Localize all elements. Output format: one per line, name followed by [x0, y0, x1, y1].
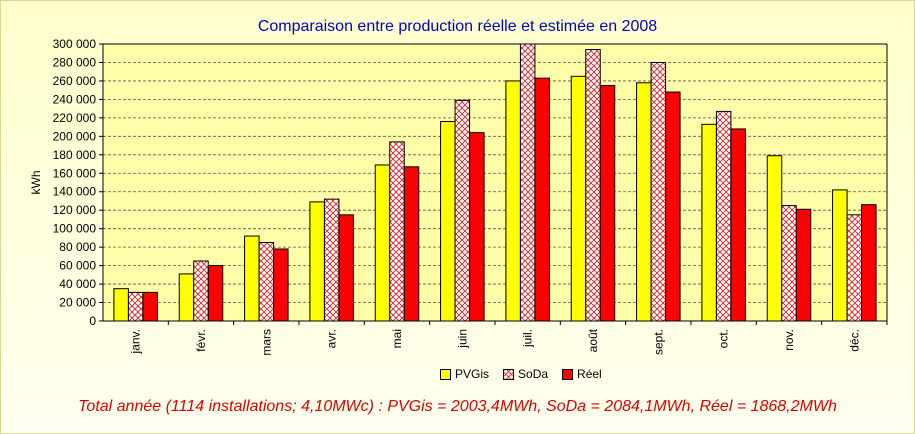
- legend-item-reel: Réel: [562, 367, 602, 381]
- x-tick-label: juil.: [521, 329, 535, 348]
- y-tick-label: 120 000: [53, 203, 97, 217]
- footer-note: Total année (1114 installations; 4,10MWc…: [78, 398, 837, 415]
- y-tick-label: 60 000: [59, 259, 96, 273]
- bar-reel-6: [534, 77, 550, 322]
- legend-label-pvgis: PVGis: [455, 367, 490, 381]
- x-tick-label: nov.: [782, 329, 796, 351]
- bar-reel-10: [795, 208, 812, 322]
- y-tick-label: 100 000: [53, 222, 97, 236]
- bar-soda-6: [519, 43, 536, 322]
- bar-pvgis-6: [505, 80, 521, 322]
- bar-reel-1: [207, 265, 224, 322]
- legend-item-soda: SoDa: [503, 367, 548, 381]
- bar-reel-2: [273, 248, 289, 322]
- chart-title: Comparaison entre production réelle et e…: [257, 18, 658, 35]
- y-tick-label: 200 000: [53, 129, 97, 143]
- x-tick-label: déc.: [847, 329, 861, 352]
- y-tick-label: 220 000: [53, 111, 97, 125]
- plot-area: [103, 44, 887, 321]
- bar-reel-9: [730, 128, 746, 322]
- bar-reel-11: [861, 204, 877, 322]
- bar-soda-11: [846, 214, 863, 322]
- y-tick-label: 0: [89, 314, 96, 328]
- x-tick-label: juin: [455, 329, 469, 349]
- y-tick-label: 180 000: [53, 148, 97, 162]
- bar-pvgis-0: [113, 288, 129, 322]
- bar-pvgis-9: [701, 123, 717, 322]
- x-tick-label: févr.: [194, 329, 208, 352]
- legend-swatch-pvgis: [440, 368, 451, 380]
- legend: PVGis SoDa Réel: [440, 367, 616, 381]
- bar-pvgis-3: [309, 201, 325, 322]
- bar-reel-4: [403, 166, 420, 322]
- y-tick-label: 80 000: [59, 240, 96, 254]
- bar-pvgis-8: [636, 82, 652, 322]
- legend-item-pvgis: PVGis: [440, 367, 489, 381]
- bar-pvgis-10: [766, 155, 783, 322]
- bar-soda-7: [585, 49, 601, 322]
- x-tick-label: avr.: [325, 329, 339, 348]
- bar-pvgis-1: [178, 273, 195, 322]
- bar-pvgis-2: [244, 235, 260, 322]
- bar-soda-4: [389, 141, 405, 322]
- y-tick-label: 140 000: [53, 185, 97, 199]
- x-tick-label: sept.: [651, 329, 665, 355]
- x-tick-label: mai: [390, 329, 404, 348]
- legend-swatch-reel: [562, 368, 574, 380]
- bar-soda-1: [193, 260, 209, 322]
- y-axis-label: kWh: [29, 171, 43, 195]
- bar-reel-8: [665, 91, 681, 322]
- bar-soda-10: [781, 205, 797, 322]
- bar-soda-5: [454, 99, 471, 322]
- bar-soda-2: [258, 242, 275, 322]
- bar-reel-5: [469, 132, 485, 322]
- legend-label-soda: SoDa: [518, 367, 549, 381]
- legend-swatch-soda: [503, 368, 515, 380]
- x-tick-label: janv.: [129, 329, 143, 354]
- y-tick-label: 20 000: [59, 296, 96, 310]
- bar-reel-7: [599, 85, 616, 322]
- bar-reel-0: [142, 291, 158, 322]
- bar-pvgis-11: [832, 189, 848, 322]
- bar-pvgis-7: [570, 75, 587, 322]
- bar-pvgis-4: [374, 164, 391, 322]
- x-tick-label: août: [586, 328, 600, 352]
- x-tick-label: mars: [259, 329, 273, 356]
- x-tick-label: oct.: [717, 329, 731, 348]
- bar-soda-3: [323, 198, 340, 322]
- y-tick-label: 280 000: [53, 55, 97, 69]
- bar-soda-8: [650, 61, 667, 322]
- y-tick-label: 240 000: [53, 92, 97, 106]
- bar-reel-3: [338, 214, 354, 322]
- y-tick-label: 260 000: [53, 74, 97, 88]
- bar-pvgis-5: [440, 121, 456, 322]
- y-tick-label: 300 000: [53, 37, 97, 51]
- y-tick-label: 160 000: [53, 166, 97, 180]
- y-tick-label: 40 000: [59, 277, 96, 291]
- bar-soda-0: [127, 291, 144, 322]
- legend-label-reel: Réel: [577, 367, 602, 381]
- bar-soda-9: [715, 110, 732, 322]
